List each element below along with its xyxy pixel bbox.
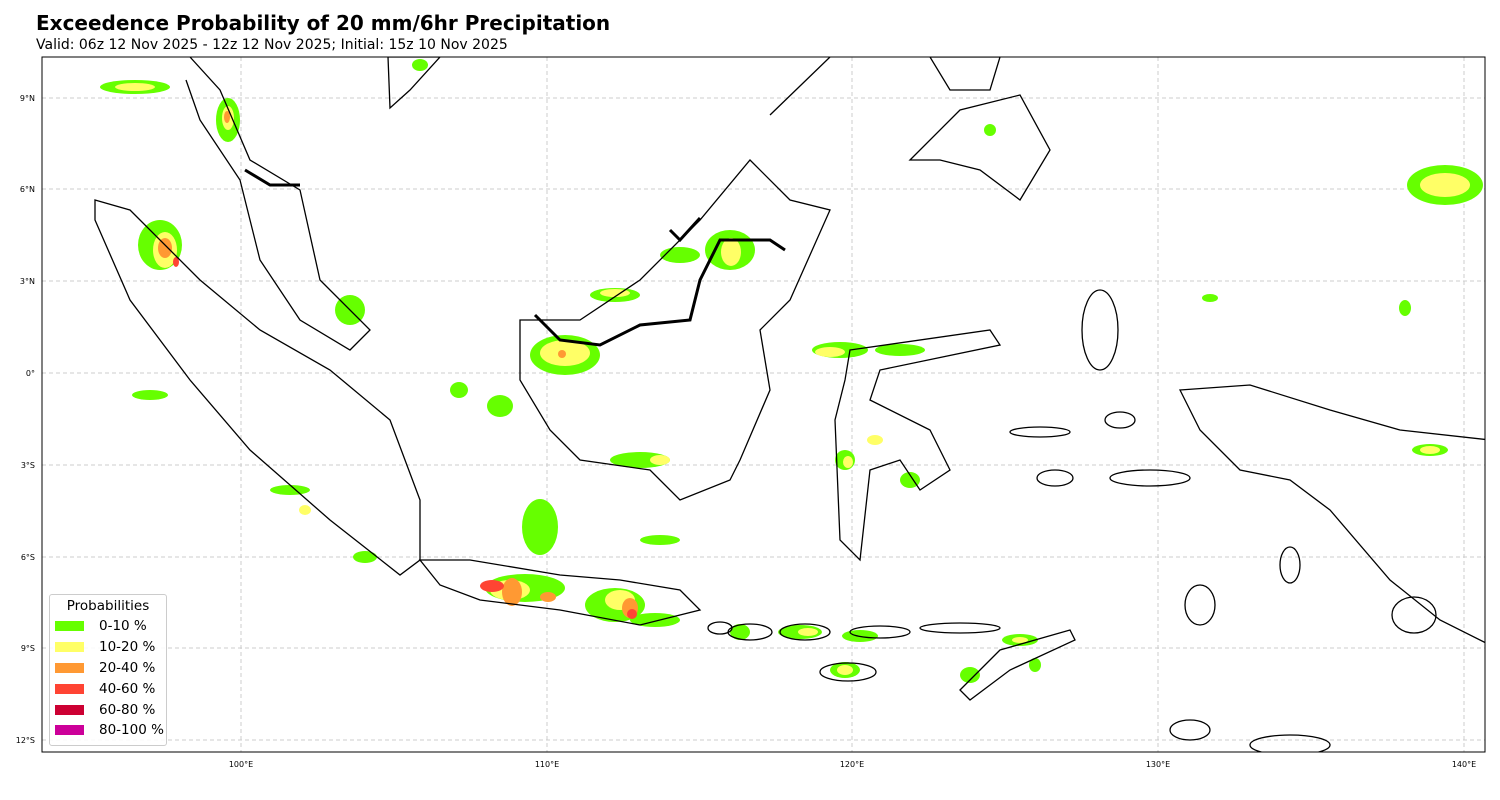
lat-tick-labels: 9°N 6°N 3°N 0° 3°S 6°S 9°S 12°S bbox=[16, 94, 35, 745]
map-subtitle: Valid: 06z 12 Nov 2025 - 12z 12 Nov 2025… bbox=[36, 37, 508, 53]
legend-label: 80-100 % bbox=[99, 722, 164, 739]
lat-tick: 6°S bbox=[21, 553, 35, 562]
coastlines bbox=[94, 57, 1485, 752]
lon-tick: 130°E bbox=[1146, 760, 1170, 769]
legend-label: 0-10 % bbox=[99, 618, 147, 635]
legend-item: 60-80 % bbox=[50, 699, 166, 720]
legend-label: 20-40 % bbox=[99, 659, 156, 676]
legend-swatch bbox=[55, 725, 84, 736]
legend-label: 60-80 % bbox=[99, 701, 156, 718]
lon-tick: 120°E bbox=[840, 760, 864, 769]
lon-tick: 100°E bbox=[229, 760, 253, 769]
lat-tick: 9°N bbox=[20, 94, 35, 103]
lon-tick: 140°E bbox=[1452, 760, 1476, 769]
legend-item: 0-10 % bbox=[50, 616, 166, 637]
legend-swatch bbox=[55, 621, 84, 632]
precipitation-0-10 bbox=[100, 59, 1483, 683]
legend-item: 80-100 % bbox=[50, 720, 166, 741]
legend-swatch bbox=[55, 662, 84, 673]
map-title: Exceedence Probability of 20 mm/6hr Prec… bbox=[36, 11, 611, 35]
legend: Probabilities 0-10 % 10-20 % 20-40 % 40-… bbox=[49, 594, 167, 746]
legend-item: 40-60 % bbox=[50, 678, 166, 699]
legend-swatch bbox=[55, 642, 84, 653]
legend-item: 10-20 % bbox=[50, 637, 166, 658]
lat-tick: 6°N bbox=[20, 185, 35, 194]
lon-tick: 110°E bbox=[535, 760, 559, 769]
legend-label: 10-20 % bbox=[99, 639, 156, 656]
legend-label: 40-60 % bbox=[99, 680, 156, 697]
lat-tick: 0° bbox=[26, 369, 35, 378]
legend-title: Probabilities bbox=[66, 598, 150, 614]
legend-swatch bbox=[55, 704, 84, 715]
map-frame bbox=[41, 56, 1486, 753]
gridlines bbox=[42, 57, 1485, 752]
legend-swatch bbox=[55, 683, 84, 694]
lat-tick: 3°S bbox=[21, 461, 35, 470]
precipitation-40-60 bbox=[173, 257, 637, 619]
lon-tick-labels: 100°E 110°E 120°E 130°E 140°E bbox=[229, 760, 1476, 769]
lat-tick: 12°S bbox=[16, 736, 35, 745]
borders bbox=[244, 168, 786, 347]
legend-item: 20-40 % bbox=[50, 658, 166, 679]
lat-tick: 9°S bbox=[21, 644, 35, 653]
lat-tick: 3°N bbox=[20, 277, 35, 286]
precipitation-10-20 bbox=[115, 83, 1470, 675]
